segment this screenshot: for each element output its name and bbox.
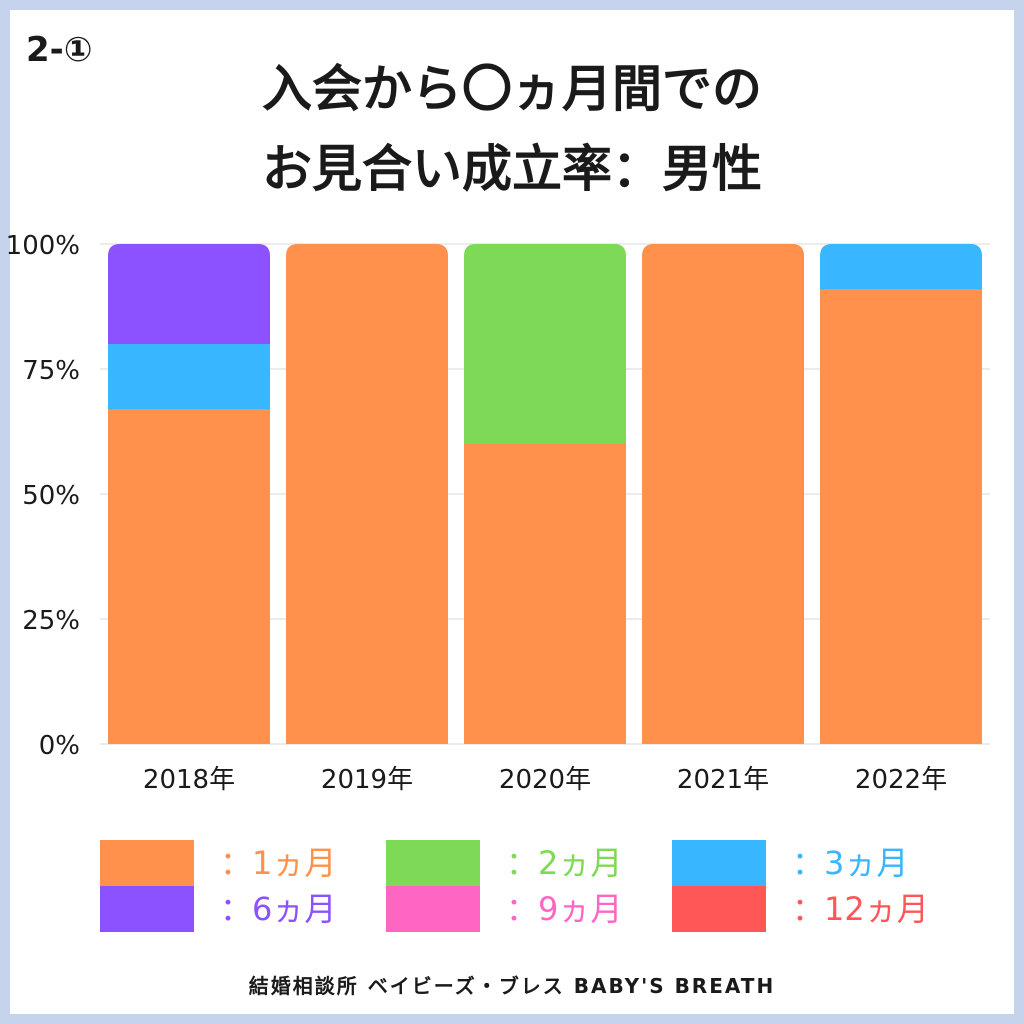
legend-label: ：1ヵ月: [220, 844, 337, 882]
bar-segment-3ヵ月: [820, 244, 982, 289]
bar-segment-1ヵ月: [108, 409, 270, 744]
y-tick-label: 25%: [22, 606, 80, 636]
legend-swatch: [100, 886, 194, 932]
legend-swatch: [386, 886, 480, 932]
y-tick-label: 0%: [39, 731, 80, 761]
bar-stack-2018年: [108, 244, 270, 744]
legend-swatch: [672, 886, 766, 932]
section-badge: 2-①: [26, 30, 93, 70]
bar-stack-2022年: [820, 244, 982, 744]
x-tick-label: 2022年: [855, 765, 947, 795]
x-tick-label: 2018年: [143, 765, 235, 795]
legend-label: ：2ヵ月: [506, 844, 623, 882]
x-tick-label: 2021年: [677, 765, 769, 795]
chart-title-line1: 入会から〇ヵ月間での: [262, 60, 762, 118]
bar-segment-3ヵ月: [108, 344, 270, 409]
legend-label: ：3ヵ月: [792, 844, 909, 882]
bar-segment-1ヵ月: [642, 244, 804, 744]
bar-segment-1ヵ月: [464, 444, 626, 744]
chart-title-line2: お見合い成立率：男性: [262, 140, 762, 198]
bar-segment-2ヵ月: [464, 244, 626, 444]
stacked-bar-chart: 0% 25% 50% 75% 100% 2018年 2019年 2020年 2021年 2022年: [6, 231, 990, 795]
y-tick-label: 50%: [22, 481, 80, 511]
bar-segment-1ヵ月: [820, 289, 982, 744]
legend-swatch: [100, 840, 194, 886]
legend-swatch: [672, 840, 766, 886]
bar-stack-2021年: [642, 244, 804, 744]
x-tick-label: 2019年: [321, 765, 413, 795]
x-tick-label: 2020年: [499, 765, 591, 795]
bar-segment-1ヵ月: [286, 244, 448, 744]
bar-stack-2020年: [464, 244, 626, 744]
legend-label: ：12ヵ月: [792, 890, 929, 928]
legend-label: ：9ヵ月: [506, 890, 623, 928]
footer-brand: 結婚相談所 ベイビーズ・ブレス BABY'S BREATH: [248, 974, 776, 998]
bar-segment-6ヵ月: [108, 244, 270, 344]
legend-swatch: [386, 840, 480, 886]
y-tick-label: 100%: [6, 231, 80, 261]
legend-label: ：6ヵ月: [220, 890, 337, 928]
y-tick-label: 75%: [22, 356, 80, 386]
bar-stack-2019年: [286, 244, 448, 744]
